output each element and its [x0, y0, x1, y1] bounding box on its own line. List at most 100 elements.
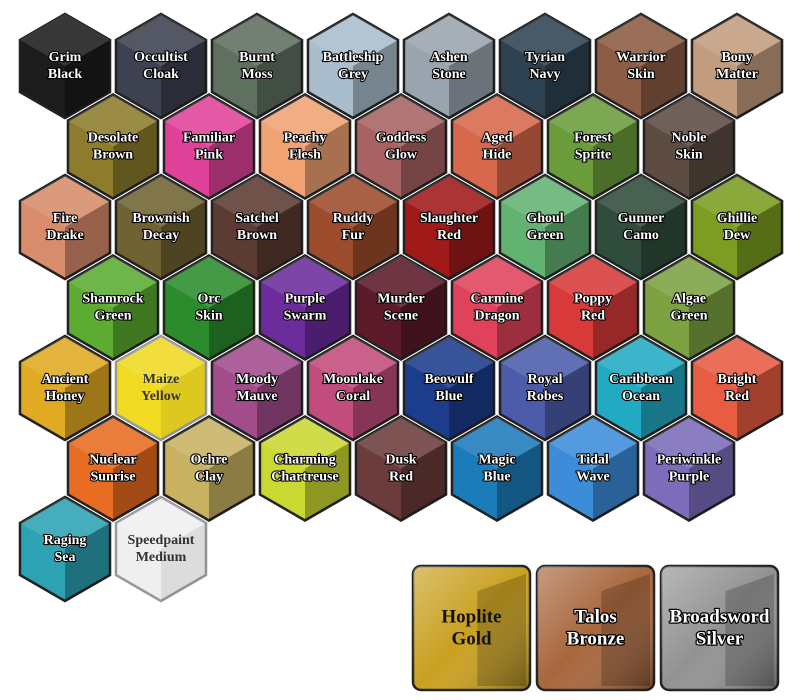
hex-top-face [307, 175, 399, 227]
swatch-label: Black [48, 67, 82, 82]
paint-swatch: Speedpaint Medium [114, 495, 208, 603]
swatch-label: Tyrian [525, 50, 565, 65]
hex [66, 415, 160, 522]
hex [402, 12, 496, 120]
hex-right-face [401, 442, 447, 521]
swatch-label: Clay [195, 470, 223, 485]
swatch-label: Nuclear [89, 453, 136, 468]
paint-swatch: Familiar Pink [162, 93, 256, 200]
swatch-label: Bright [718, 372, 757, 387]
hex [18, 173, 112, 281]
hex [210, 334, 304, 442]
swatch-label: Decay [143, 228, 180, 243]
hex-top-face [307, 336, 399, 388]
swatch-label: Familiar [183, 131, 235, 146]
swatch-label: Purple [285, 292, 325, 307]
hex-top-face [547, 255, 639, 308]
paint-swatch: Satchel Brown [210, 173, 304, 281]
hex-top-face [691, 14, 783, 66]
hex-right-face [737, 362, 783, 440]
paint-swatch: Murder Scene [354, 254, 448, 361]
swatch-label: Red [725, 389, 749, 404]
paint-swatch: Caribbean Ocean [594, 334, 688, 442]
swatch-label: Blue [483, 470, 510, 485]
hex-right-face [65, 523, 111, 601]
swatch-label: Moonlake [323, 372, 383, 387]
swatch-label: Pink [195, 148, 223, 163]
hex-top-face [595, 14, 687, 66]
swatch-label: Green [670, 309, 707, 324]
hex-right-face [305, 120, 351, 199]
metallic-right-face [477, 574, 526, 686]
swatch-label: Matter [716, 67, 758, 82]
swatch-label: Tidal [577, 453, 609, 468]
swatch-label: Battleship [323, 50, 384, 65]
hex-top-face [115, 175, 207, 227]
paint-swatch: Aged Hide [450, 93, 544, 200]
paint-swatch: Ruddy Fur [306, 173, 400, 281]
hex-right-face [641, 40, 687, 118]
hex-right-face [161, 362, 207, 440]
hex [450, 415, 544, 522]
swatch-label: Raging [44, 533, 87, 548]
hex-right-face [353, 40, 399, 118]
paint-swatch: Orc Skin [162, 254, 256, 361]
paint-swatch: Burnt Moss [210, 12, 304, 120]
hex-top-face [259, 416, 351, 469]
paint-swatch: Battleship Grey [306, 12, 400, 120]
hex-top-face [499, 14, 591, 66]
hex [642, 93, 736, 200]
swatch-label: Red [581, 309, 605, 324]
swatch-label: Sea [55, 550, 76, 565]
swatch-label: Ancient [42, 372, 89, 387]
swatch-label: Peachy [284, 131, 327, 146]
swatch-label: Beowulf [425, 372, 474, 387]
swatch-label: Brownish [132, 211, 190, 226]
swatch-label: Charming [274, 453, 335, 468]
paint-swatch: Gunner Camo [594, 173, 688, 281]
swatch-label: Honey [46, 389, 85, 404]
hex-top-face [67, 416, 159, 469]
hex-top-face [115, 14, 207, 66]
swatch-label: Gunner [618, 211, 665, 226]
hex [546, 415, 640, 522]
hex [162, 415, 256, 522]
swatch-label: Occultist [134, 50, 188, 65]
hex [690, 12, 784, 120]
hex-top-face [691, 175, 783, 227]
swatch-label: Flesh [289, 148, 321, 163]
swatch-label: Sprite [575, 148, 612, 163]
swatch-label: Caribbean [609, 372, 673, 387]
hex-right-face [161, 523, 207, 601]
hex-top-face [67, 94, 159, 147]
hex-top-face [403, 175, 495, 227]
hex-top-face [355, 416, 447, 469]
paint-swatch: Grim Black [18, 12, 112, 120]
paint-swatch: Royal Robes [498, 334, 592, 442]
hex [690, 173, 784, 281]
hex-right-face [689, 442, 735, 521]
hex [306, 334, 400, 442]
swatch-label: Periwinkle [657, 453, 722, 468]
swatch-label: Brown [93, 148, 133, 163]
hex-right-face [641, 201, 687, 279]
paint-swatch: Dusk Red [354, 415, 448, 522]
swatch-label: Warrior [616, 50, 666, 65]
swatch-label: Dew [724, 228, 751, 243]
paint-swatch: Ancient Honey [18, 334, 112, 442]
hex-right-face [209, 281, 255, 360]
hex-right-face [545, 201, 591, 279]
hex [450, 254, 544, 361]
hex [18, 334, 112, 442]
swatch-label: Sunrise [90, 470, 135, 485]
paint-swatch: Slaughter Red [402, 173, 496, 281]
hex-right-face [257, 201, 303, 279]
swatch-label: Skin [195, 309, 222, 324]
swatch-label: Dragon [474, 309, 519, 324]
hex-right-face [545, 362, 591, 440]
swatch-label: Goddess [376, 131, 427, 146]
hex-right-face [401, 120, 447, 199]
paint-swatch: Moody Mauve [210, 334, 304, 442]
